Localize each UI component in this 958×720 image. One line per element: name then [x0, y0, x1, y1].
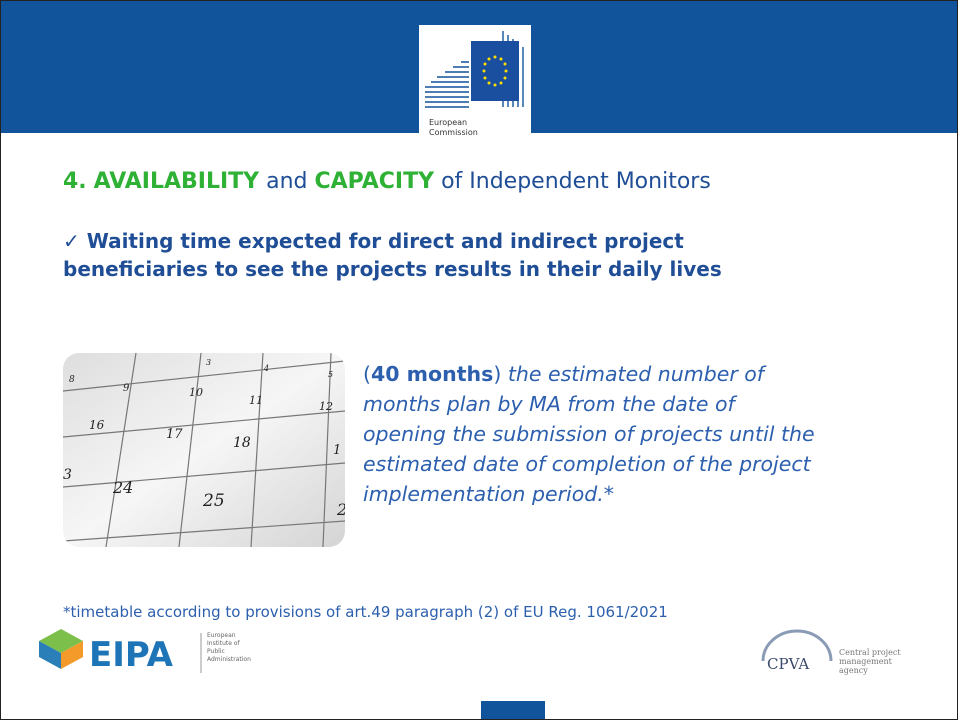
calendar-number: 12: [319, 400, 333, 413]
cpva-logo: CPVA Central project management agency: [763, 631, 901, 675]
title-keyword: AVAILABILITY: [94, 169, 259, 194]
calendar-number: 17: [166, 427, 183, 442]
calendar-number: 5: [328, 370, 333, 379]
body-line: months plan by MA from the date of: [363, 392, 735, 416]
title-number: 4.: [63, 169, 87, 194]
check-mark: ✓: [63, 229, 80, 253]
calendar-number: 8: [69, 375, 75, 385]
paren: (: [363, 362, 371, 386]
eipa-logo: EIPA European Institute of Public Admini…: [39, 629, 251, 675]
eipa-line: Public: [207, 648, 225, 655]
calendar-image: 3 4 5 8 9 10 11 12 16 17 18 1 3 24 25 2: [63, 353, 347, 547]
cpva-line: agency: [839, 666, 868, 675]
cpva-name: CPVA: [767, 655, 809, 673]
calendar-number: 2: [336, 500, 347, 519]
eipa-line: Administration: [207, 656, 251, 663]
slide-title: 4. AVAILABILITY and CAPACITY of Independ…: [63, 169, 711, 194]
calendar-number: 16: [89, 418, 105, 432]
subtitle: ✓ Waiting time expected for direct and i…: [63, 227, 722, 283]
footnote: *timetable according to provisions of ar…: [63, 603, 668, 621]
eipa-line: Institute of: [207, 640, 240, 647]
body-line: estimated date of completion of the proj…: [363, 452, 811, 476]
calendar-number: 9: [123, 383, 130, 394]
logo-text: Commission: [429, 128, 478, 137]
subtitle-line: Waiting time expected for direct and ind…: [87, 229, 684, 253]
eu-flag: [471, 41, 519, 101]
calendar-number: 18: [233, 435, 251, 451]
subtitle-line: beneficiaries to see the projects result…: [63, 257, 722, 281]
paren: ): [493, 362, 501, 386]
calendar-number: 11: [249, 394, 263, 407]
slide: European Commission 3 4 5 8 9 10 11 12 16 17 18 1 3 2…: [0, 0, 958, 720]
footer-tab: [481, 701, 545, 719]
cpva-line: management: [839, 657, 893, 666]
highlight: 40 months: [371, 362, 493, 386]
calendar-number: 3: [206, 358, 211, 367]
title-joiner: and: [266, 169, 307, 194]
body-line: opening the submission of projects until…: [363, 422, 815, 446]
logo-text: European: [429, 118, 467, 127]
body-text: (40 months) the estimated number of month…: [363, 359, 815, 509]
eipa-line: European: [207, 632, 236, 639]
calendar-number: 4: [263, 364, 269, 373]
body-line: the estimated number of: [508, 362, 764, 386]
cpva-line: Central project: [839, 648, 901, 657]
body-line: implementation period.*: [363, 482, 614, 506]
calendar-number: 24: [112, 478, 133, 497]
calendar-number: 3: [63, 467, 72, 483]
calendar-number: 10: [189, 386, 203, 399]
eipa-name: EIPA: [89, 635, 174, 675]
calendar-number: 25: [202, 491, 225, 511]
title-keyword: CAPACITY: [314, 169, 434, 194]
calendar-number: 1: [333, 443, 341, 458]
title-rest: of Independent Monitors: [441, 169, 711, 194]
